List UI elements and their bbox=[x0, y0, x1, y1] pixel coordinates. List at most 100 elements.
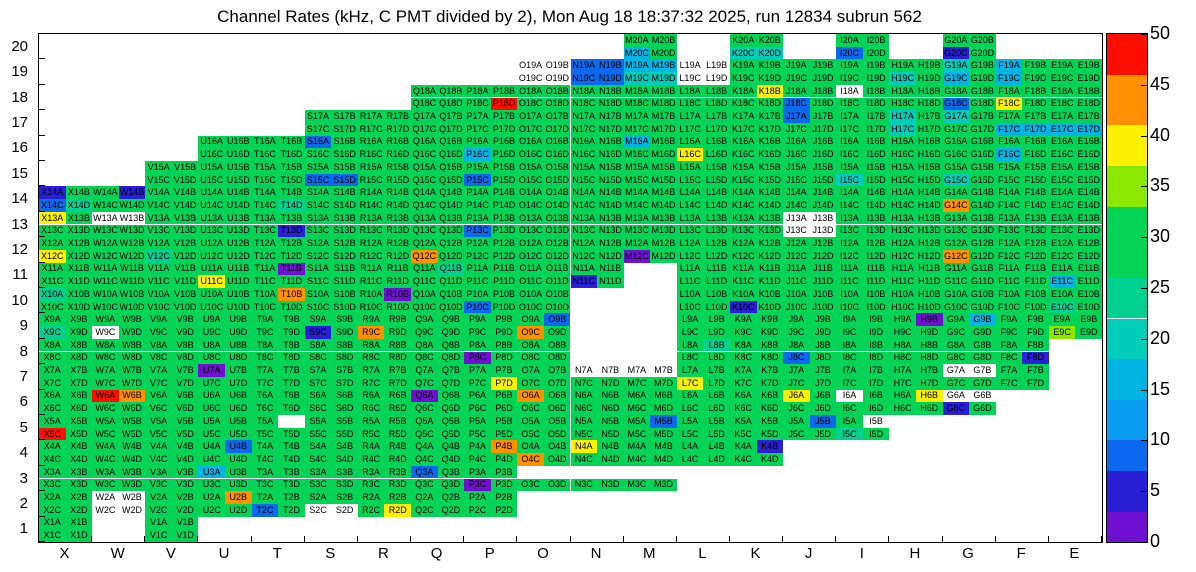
heatmap-cell: J15D bbox=[809, 173, 837, 187]
heatmap-cell: K14D bbox=[756, 199, 784, 212]
heatmap-cell: H17A bbox=[889, 110, 916, 123]
heatmap-cell: X13B bbox=[65, 211, 93, 225]
heatmap-cell: X9C bbox=[39, 326, 66, 339]
heatmap-cell: X14D bbox=[65, 199, 93, 212]
heatmap-cell: N7B bbox=[597, 364, 624, 377]
heatmap-cell: N18A bbox=[570, 84, 598, 98]
heatmap-cell: U12D bbox=[225, 249, 252, 263]
heatmap-cell: K12C bbox=[729, 249, 757, 263]
heatmap-cell: U13C bbox=[198, 224, 225, 238]
heatmap-cell: L16C bbox=[676, 148, 704, 161]
heatmap-cell: P14C bbox=[464, 199, 491, 212]
heatmap-cell: P17C bbox=[464, 122, 491, 136]
heatmap-cell: L19B bbox=[703, 59, 730, 73]
heatmap-cell: Q12B bbox=[437, 237, 465, 250]
heatmap-cell: H8C bbox=[889, 351, 916, 365]
heatmap-cell: E16A bbox=[1048, 135, 1076, 149]
heatmap-cell: L5A bbox=[676, 415, 704, 428]
colorbar-band bbox=[1107, 511, 1147, 542]
heatmap-cell: E16B bbox=[1075, 135, 1102, 149]
heatmap-cell: G6D bbox=[969, 402, 996, 415]
heatmap-cell: W10C bbox=[92, 300, 119, 314]
heatmap-cell: U11A bbox=[198, 262, 225, 276]
heatmap-cell: E15D bbox=[1075, 173, 1102, 187]
heatmap-cell: F15A bbox=[995, 161, 1023, 174]
heatmap-cell: K4B bbox=[756, 440, 784, 454]
heatmap-cell: U6B bbox=[225, 389, 252, 403]
heatmap-cell: X2A bbox=[39, 491, 66, 504]
heatmap-cell: F14D bbox=[1022, 199, 1049, 212]
heatmap-cell: Q9B bbox=[437, 313, 465, 327]
axis-tick bbox=[994, 536, 996, 542]
heatmap-cell: F14A bbox=[995, 186, 1023, 200]
heatmap-cell: U9B bbox=[225, 313, 252, 327]
heatmap-cell: O19A bbox=[517, 59, 544, 73]
heatmap-cell: P3B bbox=[490, 465, 518, 479]
heatmap-cell: R14D bbox=[384, 199, 412, 212]
heatmap-cell: S5C bbox=[304, 427, 332, 441]
heatmap-cell: E11C bbox=[1048, 275, 1076, 288]
heatmap-cell: R14C bbox=[357, 199, 385, 212]
heatmap-cell: S14A bbox=[304, 186, 332, 200]
colorbar-band bbox=[1107, 470, 1147, 512]
heatmap-cell: F8A bbox=[995, 338, 1023, 352]
heatmap-cell: M18C bbox=[623, 97, 651, 111]
heatmap-cell: E14D bbox=[1075, 199, 1102, 212]
heatmap-cell: E18D bbox=[1075, 97, 1102, 111]
heatmap-cell: N17A bbox=[570, 110, 598, 123]
heatmap-cell: U4B bbox=[225, 440, 252, 454]
heatmap-cell: L8B bbox=[703, 338, 730, 352]
heatmap-cell: V11A bbox=[145, 262, 172, 276]
heatmap-cell: O9D bbox=[543, 326, 571, 339]
heatmap-cell: O9A bbox=[517, 313, 544, 327]
heatmap-cell: N13C bbox=[570, 224, 598, 238]
heatmap-cell: H12A bbox=[889, 237, 916, 250]
heatmap-cell: J10D bbox=[809, 300, 837, 314]
heatmap-cell: T14A bbox=[251, 186, 279, 200]
heatmap-cell: R8D bbox=[384, 351, 412, 365]
heatmap-cell: H7D bbox=[915, 376, 943, 390]
heatmap-cell: P7A bbox=[464, 364, 491, 377]
heatmap-cell: H10A bbox=[889, 288, 916, 301]
heatmap-cell: P8A bbox=[464, 338, 491, 352]
heatmap-cell: H13C bbox=[889, 224, 916, 238]
heatmap-cell: S7B bbox=[331, 364, 358, 377]
heatmap-cell: N7D bbox=[597, 376, 624, 390]
heatmap-cell: W3D bbox=[118, 478, 146, 492]
heatmap-cell: J10A bbox=[783, 288, 810, 301]
heatmap-cell: O10A bbox=[517, 288, 544, 301]
heatmap-cell: R10A bbox=[357, 288, 385, 301]
heatmap-cell: K20C bbox=[729, 46, 757, 60]
heatmap-cell: T7D bbox=[278, 376, 305, 390]
heatmap-cell: H7A bbox=[889, 364, 916, 377]
heatmap-cell: Q7A bbox=[411, 364, 438, 377]
x-tick-label: I bbox=[859, 545, 864, 562]
colorbar-tick bbox=[1141, 389, 1147, 391]
heatmap-cell: V9D bbox=[171, 326, 199, 339]
heatmap-cell: O19C bbox=[517, 72, 544, 85]
heatmap-cell: L9C bbox=[676, 326, 704, 339]
heatmap-cell: E11B bbox=[1075, 262, 1102, 276]
heatmap-cell: F19D bbox=[1022, 72, 1049, 85]
heatmap-cell: Q3A bbox=[411, 465, 438, 479]
heatmap-cell: N15D bbox=[597, 173, 624, 187]
heatmap-cell: I16D bbox=[862, 148, 890, 161]
heatmap-cell: M16B bbox=[650, 135, 677, 149]
heatmap-cell: I8D bbox=[862, 351, 890, 365]
heatmap-cell: X9A bbox=[39, 313, 66, 327]
heatmap-cell: F15B bbox=[1022, 161, 1049, 174]
heatmap-cell: L5D bbox=[703, 427, 730, 441]
heatmap-cell: I6C bbox=[836, 402, 863, 415]
heatmap-cell: V1B bbox=[171, 516, 199, 530]
heatmap-cell: T5D bbox=[278, 427, 305, 441]
heatmap-cell: S5D bbox=[331, 427, 358, 441]
heatmap-cell: S12A bbox=[304, 237, 332, 250]
heatmap-cell: J14D bbox=[809, 199, 837, 212]
heatmap-cell: P16C bbox=[464, 148, 491, 161]
y-tick-label: 13 bbox=[11, 215, 28, 233]
heatmap-cell: L12B bbox=[703, 237, 730, 250]
heatmap-cell: S7A bbox=[304, 364, 332, 377]
heatmap-cell: F13D bbox=[1022, 224, 1049, 238]
heatmap-cell: I20C bbox=[836, 46, 863, 60]
colorbar-scale: 0 5 10 15 20 25 30 35 40 45 50 bbox=[1150, 23, 1196, 551]
